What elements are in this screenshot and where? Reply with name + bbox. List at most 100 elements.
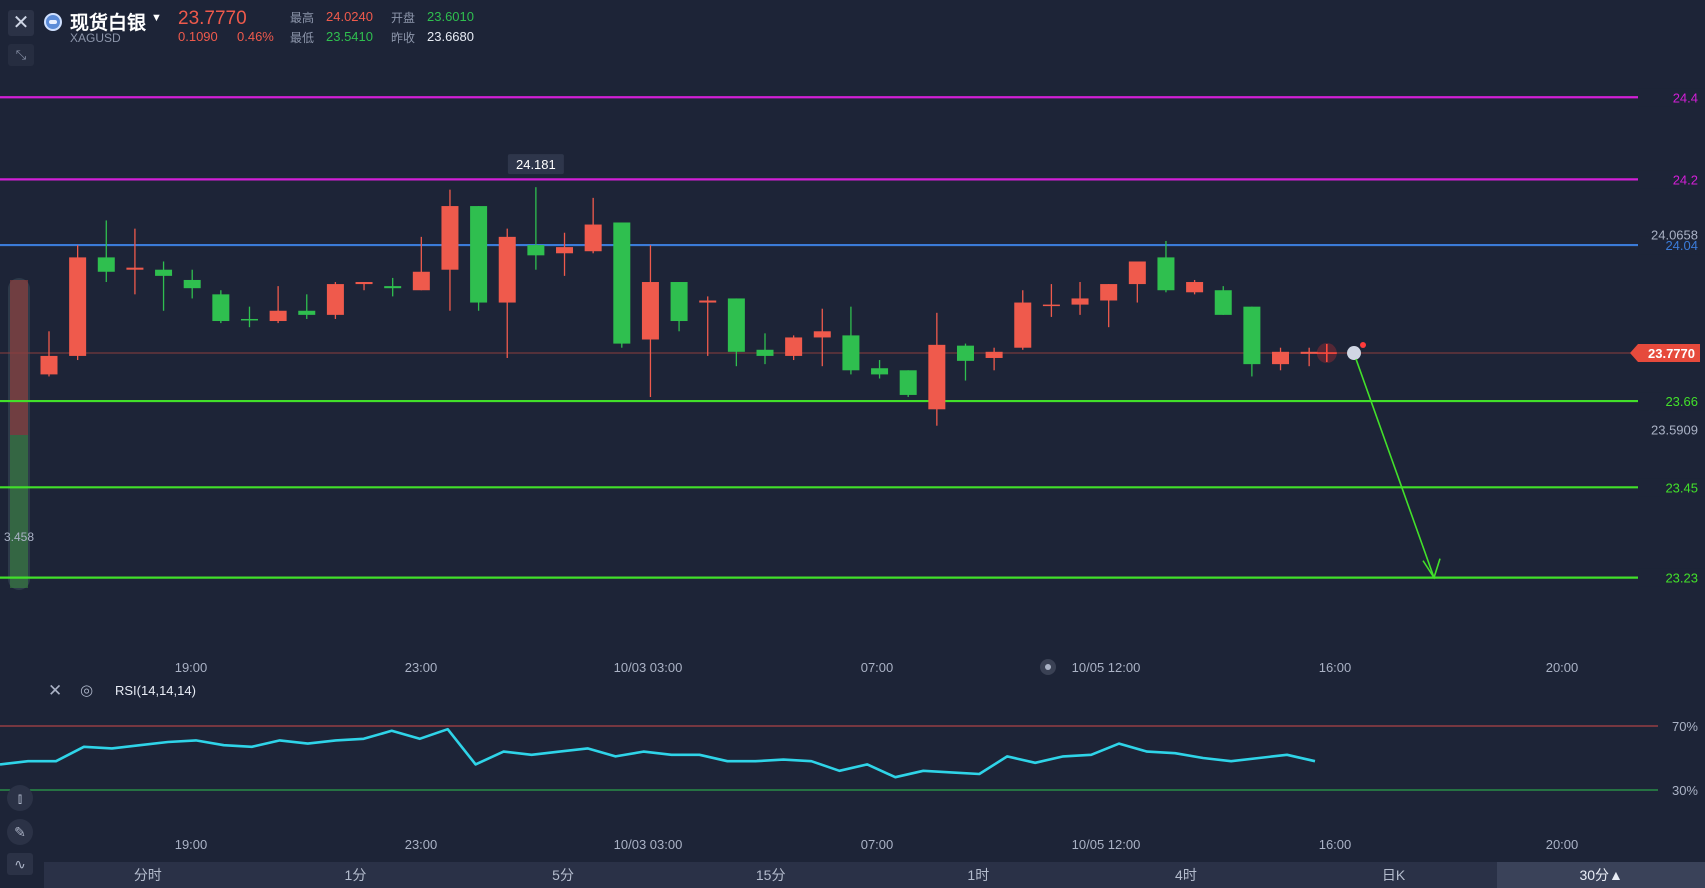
candle-body xyxy=(126,267,144,270)
chevron-down-icon[interactable]: ▼ xyxy=(151,12,162,24)
collapse-arrows-icon[interactable]: ⤡ xyxy=(8,44,34,66)
candle[interactable] xyxy=(956,343,974,381)
candle[interactable] xyxy=(384,277,402,297)
high-value: 24.0240 xyxy=(326,9,373,24)
candle[interactable] xyxy=(1272,347,1290,371)
candle[interactable] xyxy=(1214,286,1232,315)
candle[interactable] xyxy=(727,298,745,367)
gauge-up-part xyxy=(10,280,28,435)
info-icon[interactable] xyxy=(1347,346,1361,361)
candle[interactable] xyxy=(1128,261,1146,303)
candle-body xyxy=(470,206,488,303)
candle[interactable] xyxy=(97,220,115,283)
candle[interactable] xyxy=(1042,284,1060,317)
period-tab[interactable]: 1分 xyxy=(344,867,367,883)
candle[interactable] xyxy=(584,197,602,254)
settings-icon[interactable]: ◎ xyxy=(80,682,94,699)
price-line-tag-bg xyxy=(1638,568,1705,587)
candle-body xyxy=(556,247,574,254)
candle-body xyxy=(641,282,659,340)
high-label: 最高 xyxy=(290,11,315,25)
price-line-label: 23.66 xyxy=(1665,394,1698,409)
price-axis-label: 23.5909 xyxy=(1651,422,1698,437)
candle[interactable] xyxy=(670,282,688,332)
candle[interactable] xyxy=(613,222,631,348)
price-line-tag-bg xyxy=(1638,392,1705,411)
candle[interactable] xyxy=(1243,306,1261,377)
candle[interactable] xyxy=(1071,282,1089,315)
candle[interactable] xyxy=(813,308,831,367)
candle[interactable] xyxy=(1014,290,1032,350)
symbol-name[interactable]: 现货白银 xyxy=(70,13,147,34)
candle-body xyxy=(956,345,974,361)
candle-body xyxy=(1300,351,1318,354)
candle[interactable] xyxy=(298,294,316,319)
candle[interactable] xyxy=(842,306,860,375)
candle-body xyxy=(1157,257,1175,291)
price-line-tag-bg xyxy=(1638,88,1705,107)
price-change-pct: 0.46% xyxy=(237,29,274,44)
candle-body xyxy=(269,310,287,322)
candle[interactable] xyxy=(556,232,574,276)
period-tab[interactable]: 分时 xyxy=(133,867,162,883)
pencil-draw-icon[interactable]: ✎ xyxy=(7,819,33,845)
candle-body xyxy=(298,310,316,315)
candle[interactable] xyxy=(412,236,430,291)
max-price-label: 24.181 xyxy=(516,157,556,172)
candle[interactable] xyxy=(756,333,774,365)
candle[interactable] xyxy=(1186,279,1204,295)
candle-body xyxy=(441,206,459,270)
candle[interactable] xyxy=(326,282,344,319)
candle[interactable] xyxy=(1157,240,1175,293)
candle[interactable] xyxy=(985,347,1003,371)
candle-body xyxy=(1214,290,1232,315)
candle[interactable] xyxy=(928,312,946,426)
candle[interactable] xyxy=(69,245,87,361)
candle-body xyxy=(1100,284,1118,301)
period-tab[interactable]: 15分 xyxy=(755,867,786,883)
candle[interactable] xyxy=(1100,284,1118,328)
period-selector: 分时 1分 5分 15分 1时 4时 日K 30分▲ xyxy=(44,862,1705,888)
candle-body xyxy=(813,331,831,338)
period-tab[interactable]: 30分▲ xyxy=(1497,862,1705,888)
close-indicator-icon[interactable]: ✕ xyxy=(48,681,63,700)
price-chart[interactable]: 3.458 24.4 24.2 24.04 23.66 23.45 23.23 24.065… xyxy=(0,0,1705,680)
open-value: 23.6010 xyxy=(427,9,474,24)
candle[interactable] xyxy=(899,370,917,397)
candle-body xyxy=(183,279,201,289)
candle-body xyxy=(384,286,402,289)
candle[interactable] xyxy=(183,269,201,299)
period-tab[interactable]: 5分 xyxy=(552,867,574,883)
candle[interactable] xyxy=(498,228,516,358)
prev-close-value: 23.6680 xyxy=(427,29,474,44)
candle[interactable] xyxy=(355,282,373,291)
candle[interactable] xyxy=(785,335,803,361)
close-icon[interactable]: ✕ xyxy=(8,10,34,36)
candle[interactable] xyxy=(212,290,230,324)
period-tab[interactable]: 1时 xyxy=(967,867,990,883)
period-tab[interactable]: 日K xyxy=(1381,867,1406,883)
candle[interactable] xyxy=(470,206,488,311)
line-chart-icon[interactable]: ∿ xyxy=(7,853,33,875)
candle[interactable] xyxy=(126,228,144,295)
candle[interactable] xyxy=(1300,347,1318,367)
candle[interactable] xyxy=(269,286,287,324)
candle[interactable] xyxy=(441,189,459,311)
candle-body xyxy=(1186,282,1204,293)
candle-body xyxy=(212,294,230,322)
price-axis-label: 24.0658 xyxy=(1651,227,1698,242)
candle-body xyxy=(1243,306,1261,365)
candle[interactable] xyxy=(240,306,258,328)
candle[interactable] xyxy=(641,245,659,397)
candle-body xyxy=(527,245,545,256)
time-tick-label: 19:00 xyxy=(175,660,208,675)
rsi-time-tick-label: 20:00 xyxy=(1546,837,1579,852)
candle[interactable] xyxy=(699,296,717,356)
time-tick-label: 16:00 xyxy=(1319,660,1352,675)
period-tab[interactable]: 4时 xyxy=(1175,867,1197,883)
candle[interactable] xyxy=(40,331,58,377)
indicator-tool-icon[interactable]: ⫾ xyxy=(7,785,33,811)
candle[interactable] xyxy=(155,261,173,311)
candle[interactable] xyxy=(527,187,545,270)
candle[interactable] xyxy=(871,360,889,379)
